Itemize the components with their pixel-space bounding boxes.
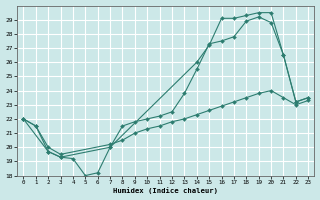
- X-axis label: Humidex (Indice chaleur): Humidex (Indice chaleur): [113, 188, 218, 194]
